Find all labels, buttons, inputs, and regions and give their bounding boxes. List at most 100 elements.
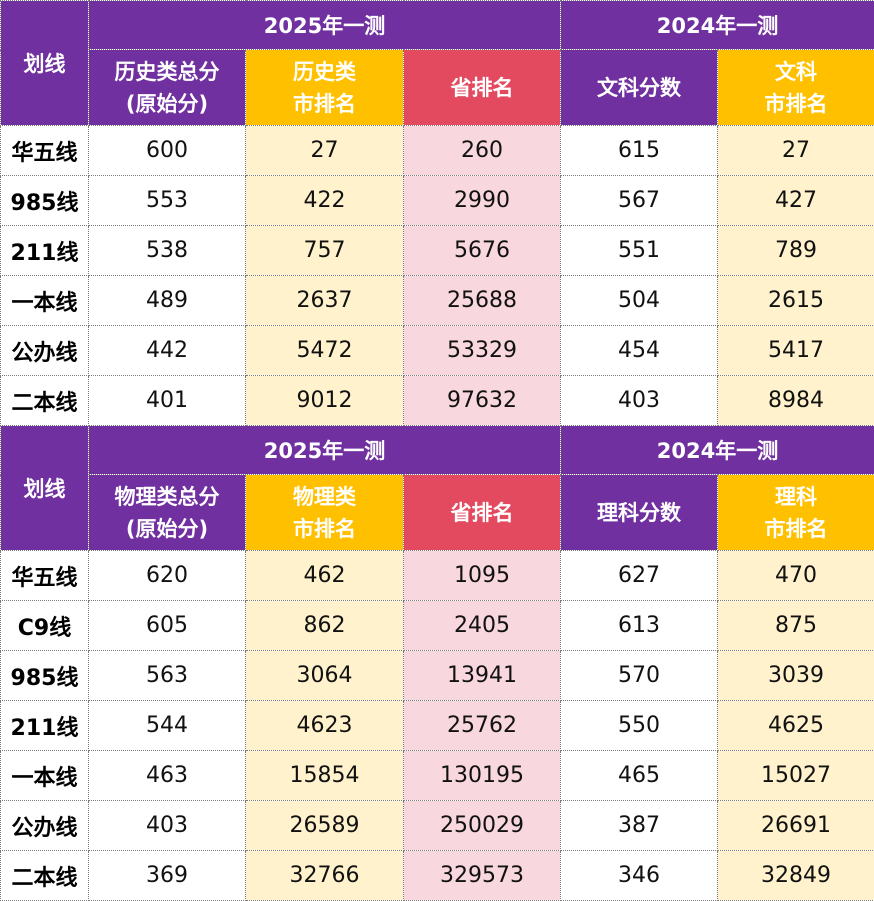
col-header-total-score: 物理类总分 (原始分) [88,474,246,551]
row-label: 985线 [0,650,89,701]
cell-2024-city-rank: 8984 [717,375,874,426]
cell-total-score: 563 [88,650,246,701]
row-label: 985线 [0,175,89,226]
row-label: C9线 [0,600,89,651]
cell-2024-score: 570 [560,650,719,701]
cell-total-score: 403 [88,800,246,851]
col-header-province-rank: 省排名 [402,474,562,551]
cell-city-rank: 27 [245,125,404,176]
column-header-row: 历史类总分 (原始分) 历史类 市排名 省排名 文科分数 文科 市排名 [1,49,874,126]
cell-2024-score: 567 [560,175,719,226]
cell-total-score: 489 [88,275,246,326]
cell-2024-score: 387 [560,800,719,851]
table-row: 二本线 369 32766 329573 346 32849 [0,850,874,901]
cell-2024-score: 465 [560,750,719,801]
cell-total-score: 600 [88,125,246,176]
table-row: 985线 563 3064 13941 570 3039 [0,650,874,701]
cell-2024-city-rank: 427 [717,175,874,226]
table-row: 211线 544 4623 25762 550 4625 [0,700,874,751]
cell-province-rank: 2990 [402,175,562,226]
cell-2024-score: 615 [560,125,719,176]
cell-city-rank: 422 [245,175,404,226]
cell-total-score: 442 [88,325,246,376]
row-label: 公办线 [0,325,89,376]
cell-2024-score: 454 [560,325,719,376]
table-row: 985线 553 422 2990 567 427 [0,175,874,226]
cell-city-rank: 862 [245,600,404,651]
cell-2024-city-rank: 3039 [717,650,874,701]
cell-2024-score: 346 [560,850,719,901]
table-row: 公办线 442 5472 53329 454 5417 [0,325,874,376]
row-label: 211线 [0,225,89,276]
col-header-city-rank: 历史类 市排名 [245,49,404,126]
cell-province-rank: 53329 [402,325,562,376]
cell-2024-score: 550 [560,700,719,751]
cell-city-rank: 2637 [245,275,404,326]
cell-2024-score: 551 [560,225,719,276]
cell-province-rank: 13941 [402,650,562,701]
col-header-2024-score: 文科分数 [560,49,719,126]
col-header-2024-city-rank: 理科 市排名 [717,474,874,551]
cell-city-rank: 5472 [245,325,404,376]
col-header-total-score: 历史类总分 (原始分) [88,49,246,126]
cell-city-rank: 3064 [245,650,404,701]
year-2025-header: 2025年一测 [87,425,562,475]
row-label: 211线 [0,700,89,751]
table-row: C9线 605 862 2405 613 875 [0,600,874,651]
table-row: 一本线 489 2637 25688 504 2615 [0,275,874,326]
cell-city-rank: 9012 [245,375,404,426]
row-label: 二本线 [0,850,89,901]
year-2025-header: 2025年一测 [87,0,562,50]
cell-2024-score: 403 [560,375,719,426]
column-header-row: 物理类总分 (原始分) 物理类 市排名 省排名 理科分数 理科 市排名 [1,474,874,551]
cell-province-rank: 97632 [402,375,562,426]
cell-2024-score: 627 [560,550,719,601]
row-label: 华五线 [0,125,89,176]
cell-total-score: 620 [88,550,246,601]
cell-total-score: 553 [88,175,246,226]
cell-province-rank: 130195 [402,750,562,801]
cell-province-rank: 25688 [402,275,562,326]
table-row: 二本线 401 9012 97632 403 8984 [0,375,874,426]
table-row: 公办线 403 26589 250029 387 26691 [0,800,874,851]
cell-total-score: 463 [88,750,246,801]
table-row: 华五线 600 27 260 615 27 [0,125,874,176]
cell-2024-city-rank: 26691 [717,800,874,851]
cell-2024-city-rank: 4625 [717,700,874,751]
cell-2024-city-rank: 789 [717,225,874,276]
cell-city-rank: 462 [245,550,404,601]
cell-2024-city-rank: 470 [717,550,874,601]
cell-2024-city-rank: 875 [717,600,874,651]
cell-province-rank: 5676 [402,225,562,276]
cell-city-rank: 15854 [245,750,404,801]
table-row: 211线 538 757 5676 551 789 [0,225,874,276]
cell-province-rank: 260 [402,125,562,176]
year-2024-header: 2024年一测 [560,425,874,475]
line-header: 划线 [0,0,89,126]
cell-total-score: 401 [88,375,246,426]
cell-province-rank: 329573 [402,850,562,901]
cell-city-rank: 32766 [245,850,404,901]
cell-total-score: 544 [88,700,246,751]
cell-total-score: 538 [88,225,246,276]
cell-city-rank: 4623 [245,700,404,751]
row-label: 公办线 [0,800,89,851]
history-section: 划线 2025年一测 2024年一测 历史类总分 (原始分) 历史类 市排名 省排名… [0,0,874,426]
cell-city-rank: 26589 [245,800,404,851]
col-header-2024-city-rank: 文科 市排名 [717,49,874,126]
cell-total-score: 369 [88,850,246,901]
year-header-row: 划线 2025年一测 2024年一测 [0,425,874,551]
line-header: 划线 [0,425,89,551]
physics-section: 划线 2025年一测 2024年一测 物理类总分 (原始分) 物理类 市排名 省排名… [0,425,874,901]
cell-2024-city-rank: 2615 [717,275,874,326]
table-row: 一本线 463 15854 130195 465 15027 [0,750,874,801]
row-label: 一本线 [0,275,89,326]
cell-province-rank: 1095 [402,550,562,601]
year-2024-header: 2024年一测 [560,0,874,50]
col-header-province-rank: 省排名 [402,49,562,126]
cell-2024-score: 613 [560,600,719,651]
cell-2024-city-rank: 5417 [717,325,874,376]
row-label: 华五线 [0,550,89,601]
cell-city-rank: 757 [245,225,404,276]
